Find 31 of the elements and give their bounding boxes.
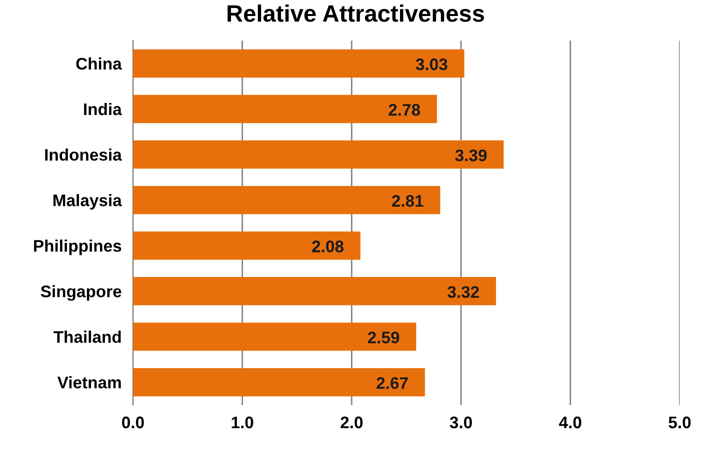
bar <box>132 94 437 124</box>
data-label: 2.08 <box>312 240 344 252</box>
data-label: 3.03 <box>416 58 448 70</box>
y-tick-label: Singapore <box>40 285 122 301</box>
x-tick-label: 4.0 <box>559 416 582 428</box>
x-tick-label: 0.0 <box>122 416 144 428</box>
y-tick-label: India <box>84 102 122 116</box>
data-label: 2.59 <box>368 332 400 344</box>
bar <box>132 49 464 78</box>
y-tick-label: Indonesia <box>45 148 122 161</box>
bar <box>132 231 360 260</box>
bar <box>132 368 425 396</box>
y-tick-label: Malaysia <box>53 194 122 210</box>
y-tick-label: China <box>76 57 122 70</box>
y-tick-label: Philippines <box>34 240 122 256</box>
x-tick-label: 1.0 <box>232 416 254 428</box>
x-tick-label: 3.0 <box>450 416 472 428</box>
y-tick-label: Vietnam <box>57 376 121 388</box>
y-tick-label: Thailand <box>54 330 121 343</box>
bar <box>132 277 496 306</box>
data-label: 3.32 <box>448 286 479 298</box>
bar <box>132 140 504 169</box>
chart-title: Relative Attractiveness <box>228 4 484 22</box>
data-label: 2.81 <box>392 195 424 207</box>
data-label: 2.67 <box>376 377 408 389</box>
bar <box>132 186 440 214</box>
data-label: 2.78 <box>388 104 420 116</box>
bar <box>132 322 416 351</box>
x-tick-label: 2.0 <box>340 416 363 428</box>
data-label: 3.39 <box>455 149 487 162</box>
x-tick-label: 5.0 <box>668 416 691 428</box>
